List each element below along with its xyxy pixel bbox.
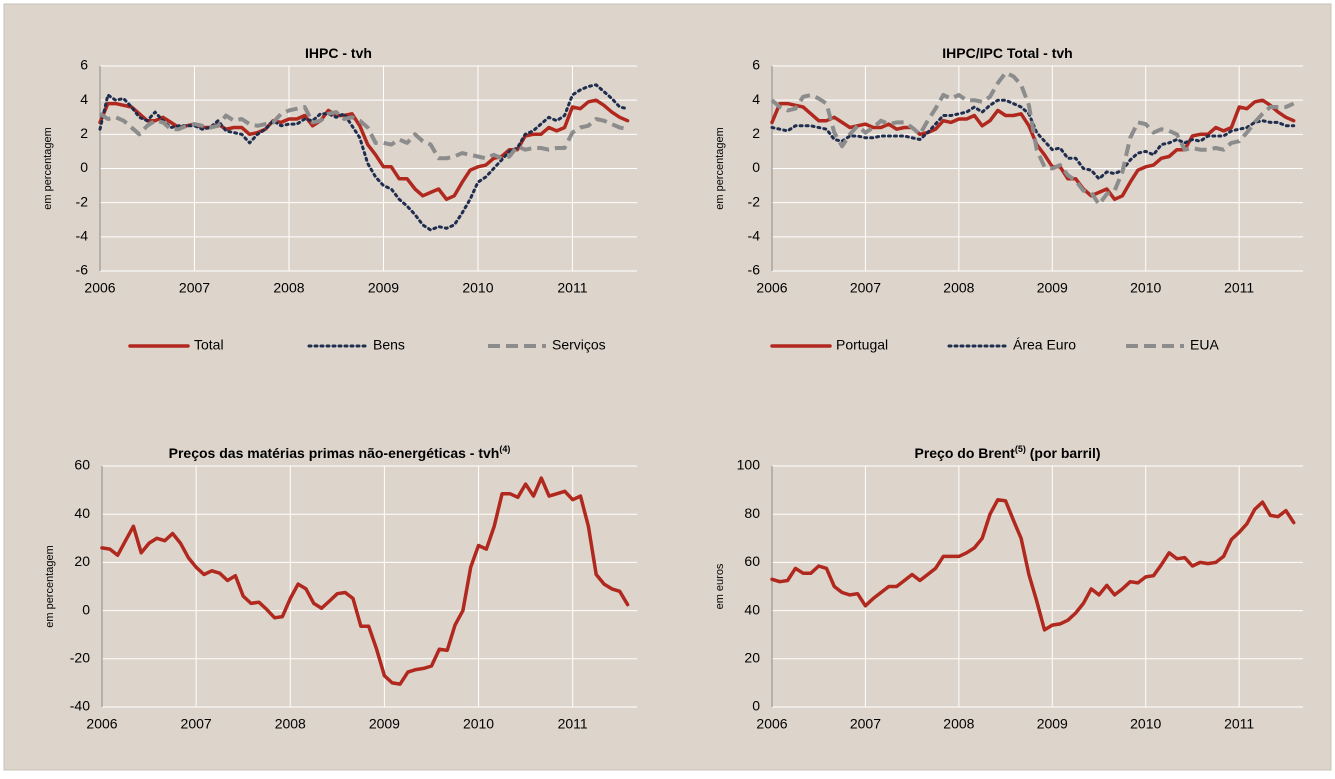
x-tick-label: 2006 xyxy=(86,716,117,732)
chart-title-text: IHPC - tvh xyxy=(305,45,372,61)
y-tick-label: 60 xyxy=(744,553,760,569)
x-tick-label: 2006 xyxy=(756,280,787,296)
x-tick-label: 2011 xyxy=(558,716,588,732)
y-axis-label: em percentagem xyxy=(714,127,726,210)
legend-label: Área Euro xyxy=(1013,337,1076,353)
y-tick-label: 100 xyxy=(737,457,761,473)
chart-title-text: Preço do Brent xyxy=(914,445,1015,461)
y-tick-label: 2 xyxy=(752,125,760,141)
y-tick-label: 20 xyxy=(74,553,90,569)
chart-panel: Preço do Brent(5) (por barril) em euros 0 2… xyxy=(714,444,1303,732)
x-tick-label: 2011 xyxy=(557,280,587,296)
x-tick-label: 2006 xyxy=(84,280,115,296)
x-tick-label: 2007 xyxy=(850,716,881,732)
y-tick-label: 20 xyxy=(744,650,760,666)
y-tick-label: -6 xyxy=(76,262,89,278)
y-axis-label: em percentagem xyxy=(42,127,54,210)
series-line xyxy=(98,83,630,232)
x-tick-label: 2008 xyxy=(943,280,974,296)
background xyxy=(3,3,1332,771)
series-line xyxy=(770,70,1295,207)
legend-label: Serviços xyxy=(552,337,606,353)
y-tick-label: -2 xyxy=(76,193,89,209)
chart-title-superscript: (4) xyxy=(499,444,510,454)
y-tick-label: 40 xyxy=(744,601,760,617)
x-tick-label: 2009 xyxy=(1037,716,1068,732)
x-tick-label: 2010 xyxy=(1130,280,1161,296)
x-tick-label: 2009 xyxy=(369,716,400,732)
x-tick-label: 2007 xyxy=(179,280,210,296)
chart-title-superscript: (5) xyxy=(1015,444,1026,454)
y-tick-label: 6 xyxy=(80,57,88,73)
x-tick-label: 2010 xyxy=(462,280,493,296)
x-tick-label: 2009 xyxy=(1037,280,1068,296)
y-tick-label: -2 xyxy=(748,193,761,209)
chart-title: IHPC/IPC Total - tvh xyxy=(942,45,1072,61)
y-tick-label: 0 xyxy=(80,159,88,175)
x-tick-label: 2008 xyxy=(943,716,974,732)
y-tick-label: 40 xyxy=(74,505,90,521)
x-tick-label: 2007 xyxy=(850,280,881,296)
x-tick-label: 2011 xyxy=(1224,716,1254,732)
chart-title: IHPC - tvh xyxy=(305,45,372,61)
y-axis-label: em percentagem xyxy=(44,545,56,628)
y-tick-label: 0 xyxy=(82,601,90,617)
legend-label: Total xyxy=(194,337,224,353)
x-tick-label: 2006 xyxy=(756,716,787,732)
x-tick-label: 2008 xyxy=(273,280,304,296)
legend-label: Portugal xyxy=(836,337,888,353)
series-line xyxy=(98,105,629,161)
y-tick-label: -6 xyxy=(748,262,761,278)
chart-panel: IHPC - tvh em percentagem -6 -4 -2 0 2 4 6 2006 20… xyxy=(42,45,637,353)
series-line xyxy=(100,476,630,686)
y-tick-label: 60 xyxy=(74,457,90,473)
y-tick-label: 6 xyxy=(752,57,760,73)
x-tick-label: 2008 xyxy=(275,716,306,732)
x-tick-label: 2010 xyxy=(463,716,494,732)
series-line xyxy=(770,98,1296,202)
y-axis-label: em euros xyxy=(714,563,726,609)
y-tick-label: -40 xyxy=(70,698,90,714)
chart-title: Preços das matérias primas não-energétic… xyxy=(169,444,511,460)
chart-panel: Preços das matérias primas não-energétic… xyxy=(44,444,637,732)
x-tick-label: 2010 xyxy=(1130,716,1161,732)
y-tick-label: 80 xyxy=(744,505,760,521)
legend-label: Bens xyxy=(373,337,405,353)
y-tick-label: 0 xyxy=(752,698,760,714)
series-line xyxy=(770,497,1296,632)
y-tick-label: 0 xyxy=(752,159,760,175)
chart-title: Preço do Brent(5) (por barril) xyxy=(914,444,1100,460)
y-tick-label: 4 xyxy=(752,91,760,107)
x-tick-label: 2007 xyxy=(181,716,212,732)
y-tick-label: -20 xyxy=(70,650,90,666)
y-tick-label: -4 xyxy=(748,228,761,244)
y-tick-label: 2 xyxy=(80,125,88,141)
y-tick-label: -4 xyxy=(76,228,89,244)
chart-panel: IHPC/IPC Total - tvh em percentagem -6 -4 -2… xyxy=(714,45,1303,353)
chart-title-text: IHPC/IPC Total - tvh xyxy=(942,45,1072,61)
legend-label: EUA xyxy=(1190,337,1219,353)
chart-title-suffix: (por barril) xyxy=(1026,445,1101,461)
chart-title-text: Preços das matérias primas não-energétic… xyxy=(169,445,500,461)
x-tick-label: 2011 xyxy=(1224,280,1254,296)
y-tick-label: 4 xyxy=(80,91,88,107)
x-tick-label: 2009 xyxy=(368,280,399,296)
